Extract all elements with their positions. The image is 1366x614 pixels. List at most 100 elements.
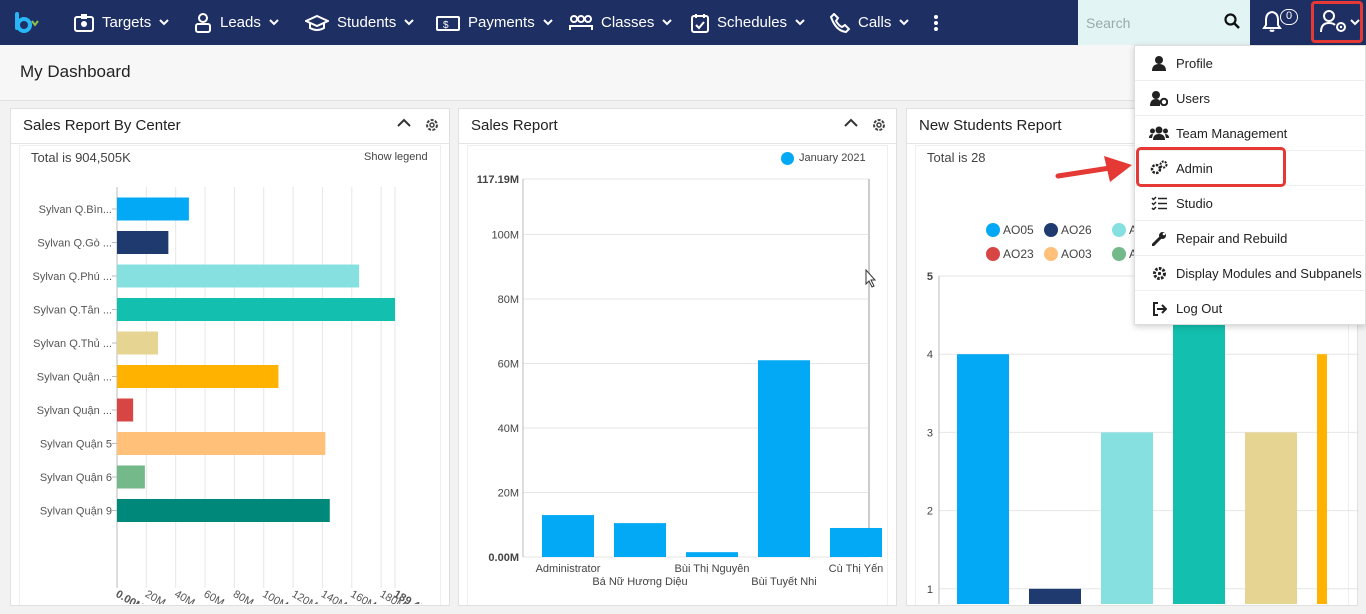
sales-by-center-chart: 0.00M20M40M60M80M100M120M140M160M180M189… — [33, 187, 435, 604]
wrench-icon — [1151, 231, 1166, 246]
menu-item-label: Team Management — [1176, 125, 1288, 141]
menu-item-label: Studio — [1176, 195, 1213, 211]
panel-title: New Students Report — [919, 117, 1062, 134]
y-tick-label: Sylvan Quận ... — [37, 372, 112, 384]
bar — [117, 264, 360, 288]
nav-schedules[interactable]: Schedules — [691, 0, 805, 45]
menu-item-log-out[interactable]: Log Out — [1135, 291, 1366, 326]
x-tick-label: 20M — [143, 588, 168, 604]
y-tick-label: 20M — [498, 487, 519, 499]
nav-calls[interactable]: Calls — [830, 0, 910, 45]
x-tick-label: Bá Nữ Hương Diệu — [592, 576, 687, 588]
chart-area — [467, 145, 888, 605]
gear-icon[interactable] — [424, 117, 440, 133]
x-tick-label: 60M — [202, 588, 227, 604]
bell-icon[interactable] — [1262, 10, 1282, 32]
legend-swatch — [1044, 223, 1058, 237]
x-tick-label: Bùi Thị Nguyên — [674, 563, 749, 575]
nav-leads-label: Leads — [220, 14, 261, 31]
leads-icon — [195, 12, 211, 33]
y-tick-label: 2 — [927, 506, 933, 518]
more-menu-icon[interactable] — [933, 14, 939, 32]
menu-item-team-management[interactable]: Team Management — [1135, 116, 1366, 151]
gear-icon — [1152, 266, 1166, 280]
user-cog-icon — [1150, 90, 1168, 106]
search-input[interactable] — [1086, 12, 1226, 34]
legend-label: AO05 — [1003, 223, 1034, 237]
top-navbar: Targets Leads Students $ Payments Classe… — [0, 0, 1366, 45]
nav-classes[interactable]: Classes — [569, 0, 673, 45]
bar — [117, 197, 189, 221]
mouse-cursor-icon — [865, 269, 877, 288]
nav-targets[interactable]: Targets — [74, 0, 169, 45]
y-tick-label: Sylvan Quận 6 — [40, 472, 112, 484]
legend-label: AO23 — [1003, 247, 1034, 261]
divider — [459, 143, 896, 144]
tasks-icon — [1151, 196, 1167, 210]
show-legend-link[interactable]: Show legend — [364, 151, 428, 163]
targets-icon — [74, 13, 94, 32]
menu-item-studio[interactable]: Studio — [1135, 186, 1366, 221]
new-students-chart: AO05AO26AOAO23AO03AO012345Sylvan Q.Bình … — [927, 223, 1359, 604]
nav-leads[interactable]: Leads — [194, 0, 279, 45]
y-tick-label: 0.00M — [488, 552, 519, 564]
menu-item-label: Admin — [1176, 160, 1213, 176]
chevron-down-icon — [404, 19, 414, 26]
panel-title: Sales Report By Center — [23, 117, 181, 134]
search-icon[interactable] — [1224, 13, 1240, 29]
classes-icon — [569, 14, 593, 30]
chevron-down-icon — [542, 19, 553, 26]
menu-item-profile[interactable]: Profile — [1135, 46, 1366, 81]
user-icon — [1152, 55, 1166, 71]
y-tick-label: 5 — [927, 271, 933, 283]
y-tick-label: Sylvan Quận ... — [37, 405, 112, 417]
chevron-down-icon — [1350, 19, 1360, 26]
bar — [614, 523, 666, 557]
notification-count-badge: 0 — [1280, 9, 1298, 25]
menu-item-label: Display Modules and Subpanels — [1176, 265, 1362, 281]
y-tick-label: Sylvan Q.Phú ... — [33, 271, 112, 283]
y-tick-label: 3 — [927, 427, 933, 439]
total-label: Total is 28 — [927, 150, 986, 165]
bar — [1101, 432, 1153, 604]
nav-targets-label: Targets — [102, 14, 152, 31]
collapse-chevron-up-icon[interactable] — [844, 118, 858, 128]
legend-swatch — [1044, 247, 1058, 261]
nav-schedules-label: Schedules — [717, 14, 788, 31]
brand-logo-icon[interactable] — [12, 11, 40, 35]
legend-label: AO26 — [1061, 223, 1092, 237]
x-tick-label: 160M — [348, 588, 378, 604]
calendar-check-icon — [691, 13, 709, 33]
legend-swatch — [1112, 247, 1126, 261]
chart-area — [915, 145, 1349, 605]
user-settings-button[interactable] — [1310, 0, 1366, 45]
x-tick-label: 120M — [290, 588, 320, 604]
menu-item-users[interactable]: Users — [1135, 81, 1366, 116]
sales-report-chart: 0.00M 20M 40M 60M 80M 100M 117.19M Administrato… — [477, 174, 884, 588]
search-box — [1078, 0, 1250, 45]
users-icon — [1149, 126, 1169, 140]
bar — [117, 465, 145, 489]
legend-swatch — [986, 223, 1000, 237]
y-tick-label: Sylvan Q.Tân ... — [33, 305, 112, 317]
menu-item-repair-rebuild[interactable]: Repair and Rebuild — [1135, 221, 1366, 256]
bar — [117, 365, 279, 388]
menu-item-display-modules[interactable]: Display Modules and Subpanels — [1135, 256, 1366, 291]
y-tick-label: 1 — [927, 584, 933, 596]
x-tick-label: 40M — [172, 588, 197, 604]
legend-swatch — [986, 247, 1000, 261]
menu-item-label: Users — [1176, 90, 1210, 106]
nav-payments[interactable]: $ Payments — [436, 0, 553, 45]
nav-students[interactable]: Students — [305, 0, 414, 45]
x-tick-label: Bùi Tuyết Nhi — [751, 576, 816, 588]
chart-area — [19, 145, 441, 605]
divider — [907, 143, 1357, 144]
nav-calls-label: Calls — [858, 14, 892, 31]
gear-icon[interactable] — [871, 117, 887, 133]
x-tick-label: Cù Thị Yến — [829, 563, 884, 575]
collapse-chevron-up-icon[interactable] — [397, 118, 411, 128]
bar — [1317, 354, 1327, 604]
divider — [11, 143, 449, 144]
bar — [686, 552, 738, 557]
svg-text:$: $ — [443, 20, 449, 31]
